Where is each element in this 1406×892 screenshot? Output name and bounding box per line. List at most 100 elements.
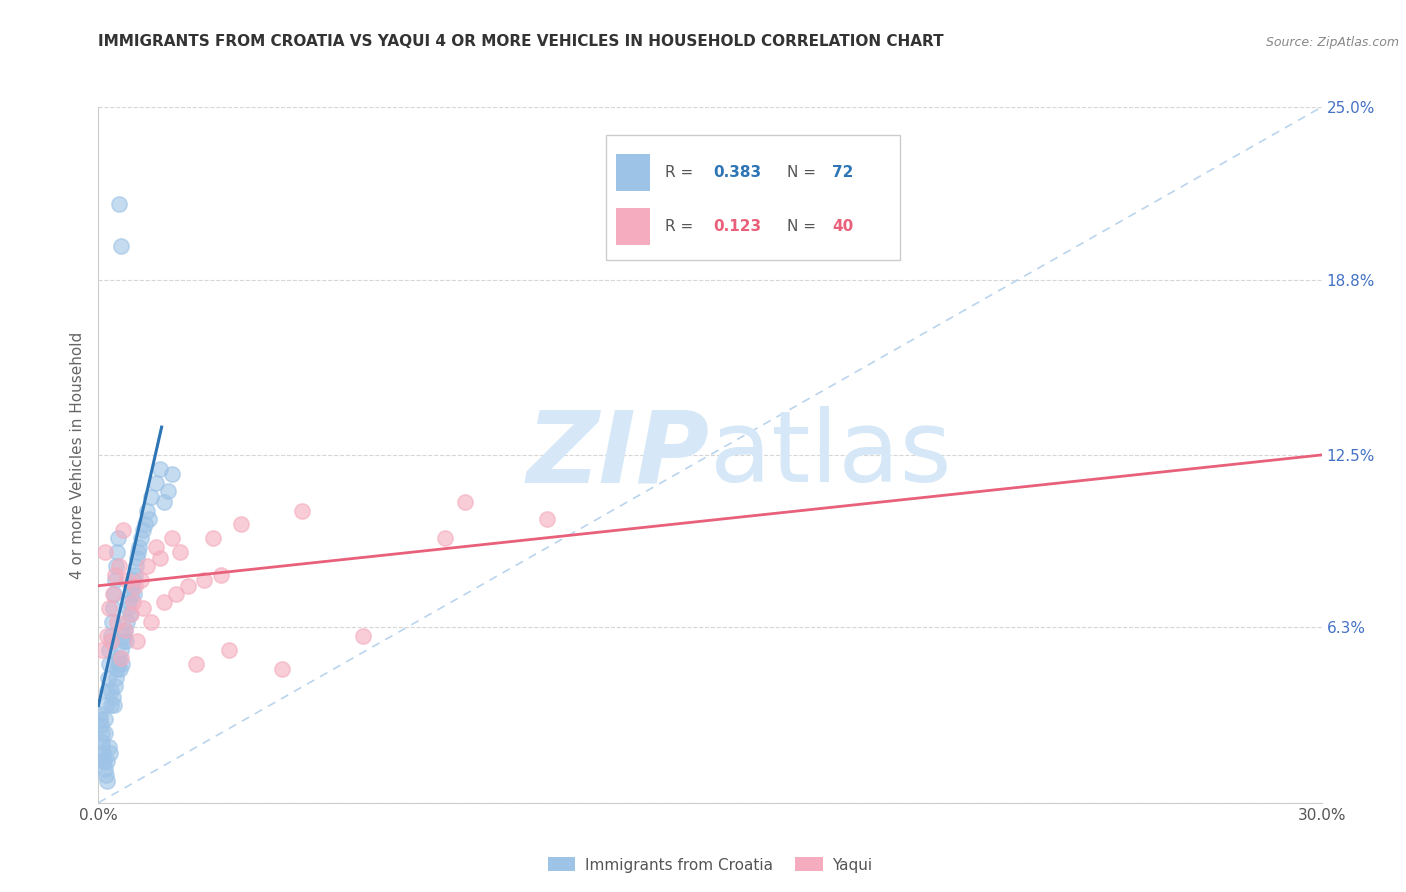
Text: 72: 72 bbox=[832, 165, 853, 180]
Point bbox=[186, 657, 208, 671]
Point bbox=[93, 763, 115, 777]
Point bbox=[105, 615, 128, 629]
Point bbox=[231, 517, 253, 532]
Point bbox=[145, 475, 167, 490]
Point bbox=[100, 634, 122, 648]
Point bbox=[128, 540, 150, 554]
Point bbox=[104, 573, 127, 587]
Point bbox=[103, 698, 125, 713]
Point bbox=[124, 587, 146, 601]
Point bbox=[91, 642, 114, 657]
Point bbox=[165, 587, 187, 601]
Point bbox=[138, 512, 160, 526]
Point bbox=[122, 595, 145, 609]
Point bbox=[104, 559, 127, 574]
Point bbox=[120, 587, 142, 601]
Text: atlas: atlas bbox=[710, 407, 952, 503]
Point bbox=[193, 573, 215, 587]
Point bbox=[129, 573, 152, 587]
Point bbox=[108, 559, 131, 574]
Point bbox=[209, 567, 232, 582]
Point bbox=[149, 550, 172, 565]
Point bbox=[104, 567, 127, 582]
Point bbox=[97, 657, 120, 671]
Point bbox=[111, 657, 134, 671]
Point bbox=[108, 197, 131, 211]
Point bbox=[127, 550, 149, 565]
Point bbox=[108, 662, 131, 676]
Point bbox=[270, 662, 294, 676]
Point bbox=[145, 540, 167, 554]
Point bbox=[141, 615, 163, 629]
Legend: Immigrants from Croatia, Yaqui: Immigrants from Croatia, Yaqui bbox=[541, 851, 879, 879]
Point bbox=[132, 601, 155, 615]
Point bbox=[100, 684, 122, 698]
FancyBboxPatch shape bbox=[606, 135, 900, 260]
Point bbox=[108, 651, 131, 665]
Point bbox=[89, 712, 111, 726]
Point bbox=[101, 690, 124, 704]
Point bbox=[117, 601, 139, 615]
Point bbox=[96, 698, 118, 713]
Point bbox=[120, 607, 142, 621]
Point bbox=[111, 634, 134, 648]
Point bbox=[100, 629, 122, 643]
Point bbox=[93, 545, 115, 559]
Point bbox=[169, 545, 191, 559]
Point bbox=[134, 517, 156, 532]
Point bbox=[536, 512, 558, 526]
Text: ZIP: ZIP bbox=[527, 407, 710, 503]
Point bbox=[115, 615, 138, 629]
Point bbox=[122, 573, 145, 587]
Point bbox=[97, 740, 120, 755]
Point bbox=[114, 624, 136, 638]
Point bbox=[136, 559, 159, 574]
Point bbox=[110, 651, 132, 665]
Point bbox=[91, 734, 114, 748]
Point bbox=[352, 629, 374, 643]
Point bbox=[152, 595, 174, 609]
Text: 0.383: 0.383 bbox=[714, 165, 762, 180]
Point bbox=[454, 495, 477, 509]
Point bbox=[132, 523, 155, 537]
Text: N =: N = bbox=[787, 219, 821, 234]
Point bbox=[93, 726, 115, 740]
Text: IMMIGRANTS FROM CROATIA VS YAQUI 4 OR MORE VEHICLES IN HOUSEHOLD CORRELATION CHA: IMMIGRANTS FROM CROATIA VS YAQUI 4 OR MO… bbox=[98, 34, 943, 49]
Point bbox=[94, 712, 117, 726]
Point bbox=[160, 467, 183, 482]
Point bbox=[104, 679, 127, 693]
Point bbox=[152, 495, 174, 509]
Point bbox=[112, 629, 135, 643]
Point bbox=[89, 706, 111, 721]
Point bbox=[218, 642, 240, 657]
Point bbox=[101, 601, 124, 615]
Point bbox=[160, 532, 183, 546]
Point bbox=[96, 684, 118, 698]
Point bbox=[121, 579, 143, 593]
Point bbox=[101, 587, 124, 601]
Point bbox=[124, 567, 146, 582]
Point bbox=[124, 579, 146, 593]
Point bbox=[110, 239, 132, 253]
Point bbox=[103, 587, 125, 601]
Point bbox=[107, 532, 129, 546]
Point bbox=[90, 726, 112, 740]
Point bbox=[114, 624, 136, 638]
Text: 40: 40 bbox=[832, 219, 853, 234]
Point bbox=[156, 484, 179, 499]
Point bbox=[98, 642, 121, 657]
Point bbox=[96, 754, 118, 768]
Bar bbox=[616, 208, 650, 245]
Point bbox=[96, 773, 118, 788]
Point bbox=[291, 503, 314, 517]
Point bbox=[118, 595, 141, 609]
Point bbox=[127, 545, 149, 559]
Point bbox=[125, 559, 148, 574]
Bar bbox=[616, 153, 650, 191]
Point bbox=[94, 768, 117, 782]
Point bbox=[100, 698, 122, 713]
Text: R =: R = bbox=[665, 165, 697, 180]
Point bbox=[110, 642, 132, 657]
Point bbox=[201, 532, 224, 546]
Point bbox=[93, 754, 115, 768]
